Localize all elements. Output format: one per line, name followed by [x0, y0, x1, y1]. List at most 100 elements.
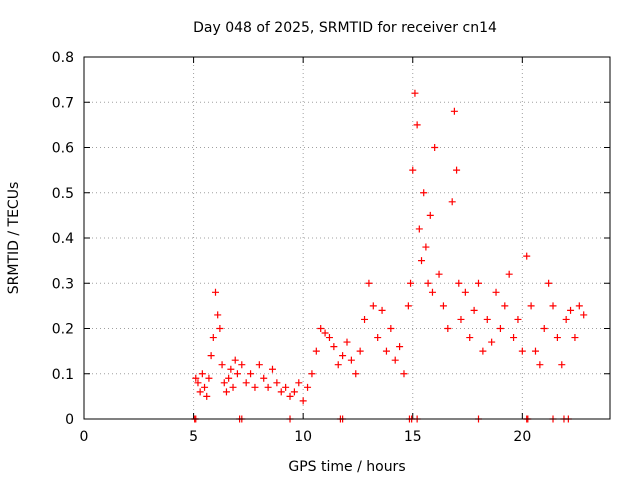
data-point	[488, 338, 496, 346]
data-point	[198, 370, 206, 378]
data-point	[334, 361, 342, 369]
data-point	[396, 343, 404, 351]
data-point	[479, 347, 487, 355]
data-points	[191, 89, 588, 423]
data-point	[439, 302, 447, 310]
chart-title: Day 048 of 2025, SRMTID for receiver cn1…	[193, 20, 497, 36]
y-tick-label: 0	[65, 412, 74, 428]
data-point	[400, 370, 408, 378]
data-point	[255, 361, 263, 369]
data-point	[374, 334, 382, 342]
data-point	[431, 144, 439, 151]
data-point	[222, 388, 230, 396]
x-tick-label: 0	[80, 429, 89, 445]
data-point	[501, 302, 509, 310]
data-point	[510, 334, 518, 342]
data-point	[203, 392, 211, 400]
data-point	[514, 315, 522, 323]
data-point	[415, 225, 423, 233]
data-point	[273, 379, 281, 387]
data-point	[483, 315, 491, 323]
data-point	[264, 383, 272, 391]
data-point	[286, 392, 294, 400]
data-point	[361, 315, 369, 323]
data-point	[233, 370, 241, 378]
data-point	[475, 279, 482, 287]
data-point	[531, 347, 539, 355]
data-point	[295, 379, 303, 387]
y-tick-label: 0.1	[52, 367, 74, 383]
data-point	[299, 397, 307, 405]
data-point	[317, 325, 325, 332]
data-point	[330, 343, 338, 351]
data-point	[420, 189, 428, 197]
data-point	[196, 388, 204, 396]
data-point	[192, 374, 200, 382]
data-point	[247, 370, 255, 378]
data-point	[214, 311, 222, 319]
data-point	[545, 279, 553, 287]
data-point	[238, 361, 246, 369]
y-tick-label: 0.4	[52, 231, 74, 247]
data-point	[378, 306, 386, 314]
data-point	[540, 325, 548, 332]
data-point	[562, 315, 570, 323]
data-point	[450, 107, 458, 115]
data-point	[466, 334, 474, 342]
data-point	[492, 288, 500, 296]
data-point	[308, 370, 316, 378]
data-point	[268, 365, 276, 373]
data-point	[382, 347, 390, 355]
data-point	[290, 388, 298, 396]
data-point	[448, 198, 456, 206]
y-axis-label: SRMTID / TECUs	[6, 182, 22, 295]
data-point	[391, 356, 399, 364]
y-axis-ticks: 0 0.1 0.2 0.3 0.4 0.5 0.6 0.7 0.8	[52, 50, 610, 428]
data-point	[216, 325, 224, 332]
data-point	[428, 288, 436, 296]
data-point	[220, 379, 228, 387]
x-axis-label: GPS time / hours	[288, 459, 405, 475]
x-tick-label: 20	[513, 429, 531, 445]
data-point	[575, 302, 583, 310]
data-point	[453, 166, 461, 174]
data-point	[496, 325, 504, 332]
data-point	[225, 374, 233, 382]
data-point	[413, 121, 421, 129]
data-point	[207, 352, 215, 360]
data-point	[325, 334, 333, 342]
data-point	[505, 270, 513, 278]
data-point	[304, 383, 312, 391]
data-point	[457, 315, 465, 323]
y-tick-label: 0.3	[52, 276, 74, 292]
data-point	[470, 306, 478, 314]
data-point	[218, 361, 226, 369]
data-point	[212, 288, 219, 296]
data-point	[418, 257, 426, 265]
data-point	[260, 374, 268, 382]
data-point	[567, 306, 575, 314]
data-point	[347, 356, 355, 364]
data-point	[553, 334, 561, 342]
x-tick-label: 5	[189, 429, 198, 445]
data-point	[461, 288, 469, 296]
data-point	[580, 311, 588, 319]
y-tick-label: 0.7	[52, 95, 74, 111]
data-point	[209, 334, 217, 342]
data-point	[356, 347, 364, 355]
data-point	[242, 379, 250, 387]
data-point	[387, 325, 395, 332]
data-point	[312, 347, 320, 355]
data-point	[227, 365, 235, 373]
data-point	[343, 338, 351, 346]
data-point	[205, 374, 213, 382]
data-point	[339, 352, 347, 360]
grid-lines	[84, 57, 610, 419]
data-point	[426, 211, 434, 219]
y-tick-label: 0.2	[52, 322, 74, 338]
data-point	[527, 302, 535, 310]
data-point	[571, 334, 579, 342]
data-point	[194, 379, 202, 387]
data-point	[435, 270, 443, 278]
